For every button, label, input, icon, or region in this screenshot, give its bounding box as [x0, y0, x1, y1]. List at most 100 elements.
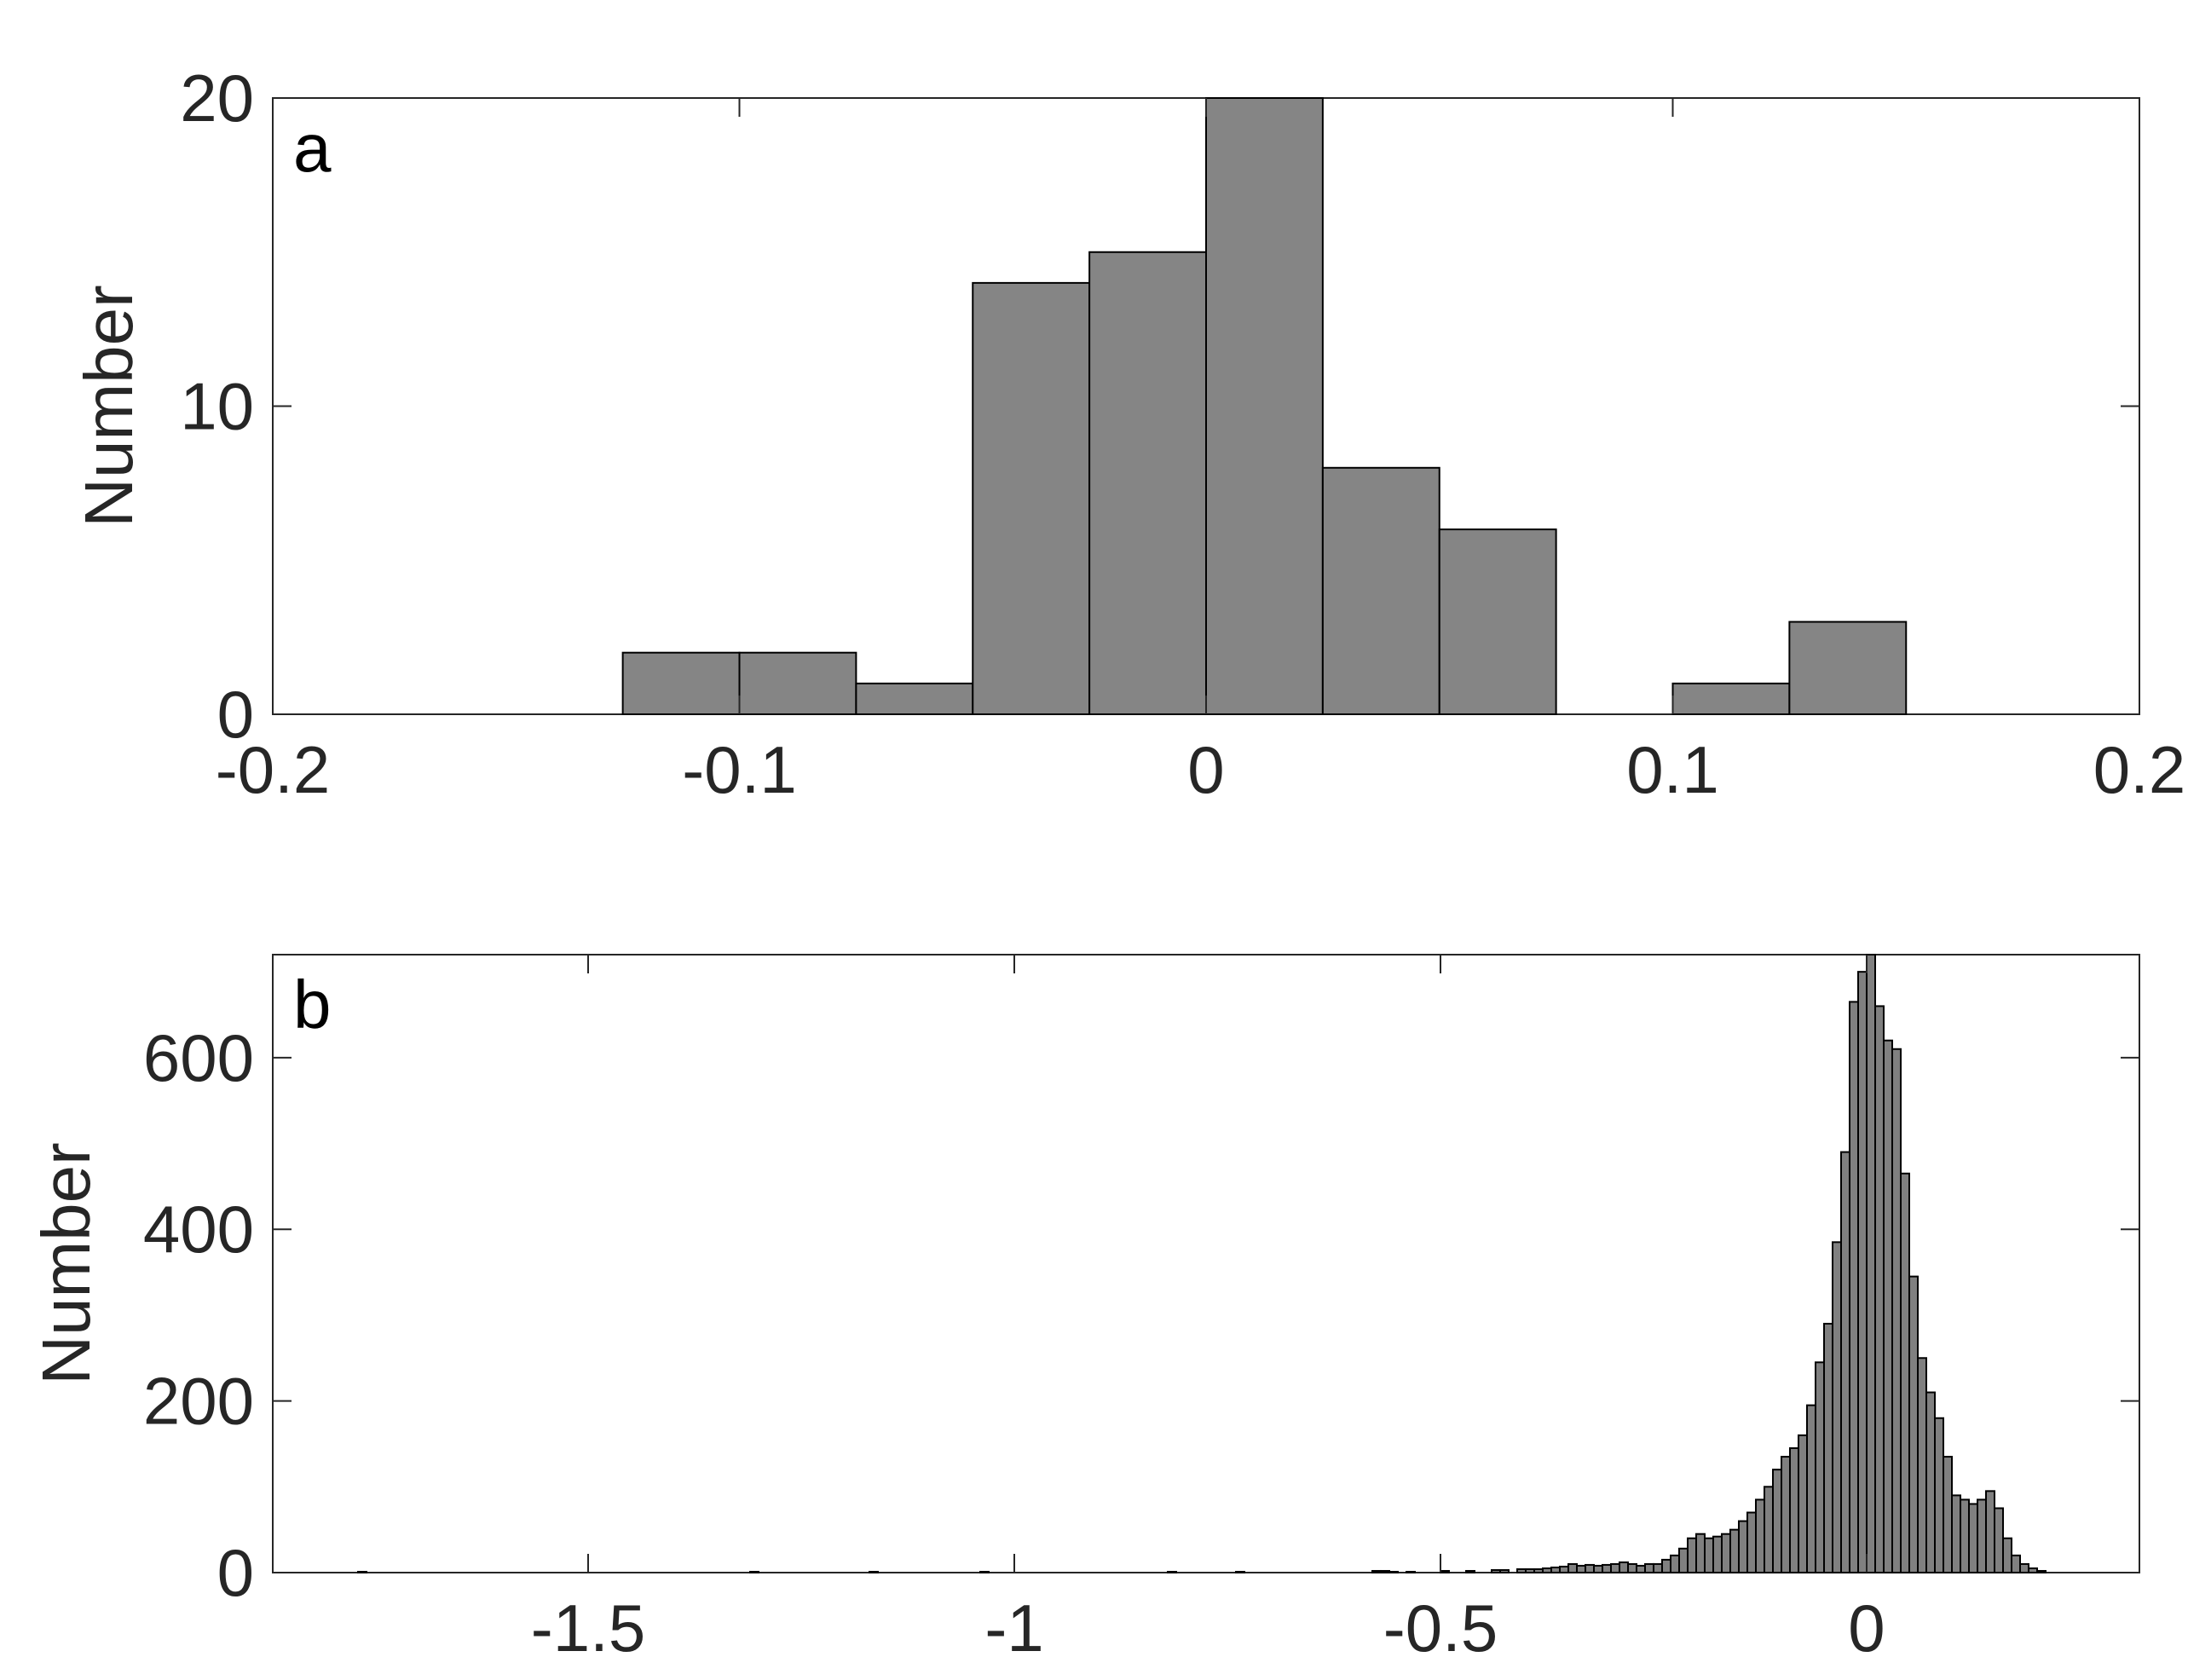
histogram-bar	[1789, 1446, 1799, 1573]
x-tick-label: 0.2	[2093, 732, 2185, 807]
y-tick-label: 400	[143, 1192, 254, 1267]
histogram-bar	[1167, 1570, 1177, 1573]
histogram-bar	[1908, 1275, 1919, 1573]
histogram-bar	[1567, 1562, 1578, 1573]
histogram-bar	[1371, 1569, 1382, 1573]
histogram-bar	[1235, 1570, 1245, 1573]
histogram-bar	[1491, 1568, 1501, 1573]
histogram-bar	[1585, 1563, 1595, 1573]
panel-a-ticks: -0.2 -0.1 0 0.1 0.2 0 10 20	[180, 61, 2185, 807]
histogram-bar	[1653, 1562, 1663, 1573]
histogram-bar	[1533, 1567, 1544, 1573]
histogram-bar	[1721, 1533, 1731, 1573]
histogram-bar	[1593, 1564, 1603, 1574]
histogram-bar	[1985, 1490, 1995, 1574]
panel-b-y-axis-label: Number	[28, 1142, 104, 1385]
histogram-bar	[2002, 1537, 2012, 1573]
panel-b-ticks: -1.5 -1 -0.5 0 0 200 400 600	[143, 955, 2139, 1666]
histogram-bar	[1772, 1469, 1782, 1573]
histogram-bar	[1499, 1568, 1510, 1573]
histogram-bar	[2036, 1569, 2047, 1573]
x-tick-label: 0	[1187, 732, 1224, 807]
histogram-bar	[1388, 1570, 1399, 1573]
histogram-bar	[1883, 1039, 1893, 1573]
histogram-bar	[972, 281, 1091, 715]
histogram-bar	[1704, 1537, 1714, 1573]
y-tick-label: 20	[180, 61, 254, 136]
histogram-bar	[855, 682, 974, 715]
panel-b-label: b	[293, 967, 332, 1042]
panel-b-histogram: -1.5 -1 -0.5 0 0 200 400 600 b Number	[28, 954, 2140, 1666]
panel-a-bars	[621, 97, 1908, 716]
histogram-bar	[869, 1570, 879, 1573]
histogram-bar	[2011, 1554, 2021, 1573]
histogram-bar	[979, 1570, 990, 1573]
histogram-bar	[1917, 1357, 1927, 1574]
histogram-bar	[1525, 1567, 1535, 1573]
histogram-bar	[1088, 251, 1207, 715]
histogram-bar	[1934, 1417, 1944, 1573]
histogram-bar	[621, 651, 741, 716]
histogram-bar	[1321, 466, 1440, 715]
histogram-bar	[1755, 1498, 1765, 1573]
y-tick-label: 0	[217, 677, 254, 752]
histogram-bar	[1900, 1172, 1910, 1574]
panel-b-plot-frame	[272, 954, 2140, 1573]
histogram-bar	[1619, 1561, 1629, 1573]
histogram-bar	[1815, 1361, 1825, 1573]
histogram-bar	[1636, 1564, 1646, 1574]
histogram-bar	[1968, 1503, 1978, 1574]
panel-a-y-axis-label: Number	[71, 285, 147, 528]
histogram-bar	[1857, 971, 1868, 1573]
histogram-bar	[1840, 1151, 1850, 1573]
x-tick-label: 0.1	[1626, 732, 1718, 807]
histogram-bar	[2019, 1562, 2029, 1573]
histogram-bar	[1806, 1404, 1816, 1574]
y-tick-label: 200	[143, 1364, 254, 1439]
histogram-bar	[1781, 1456, 1791, 1573]
histogram-bar	[1627, 1562, 1637, 1573]
histogram-bar	[1516, 1567, 1527, 1573]
histogram-bar	[1738, 1520, 1748, 1574]
histogram-bar	[1891, 1048, 1902, 1573]
histogram-bar	[1671, 682, 1791, 715]
histogram-bar	[1729, 1528, 1740, 1574]
histogram-bar	[1687, 1537, 1697, 1573]
histogram-bar	[1943, 1456, 1953, 1573]
histogram-bar	[1678, 1547, 1689, 1573]
histogram-bar	[1925, 1391, 1936, 1573]
histogram-bar	[1977, 1498, 1987, 1573]
histogram-bar	[1798, 1434, 1808, 1574]
x-tick-label: -0.1	[682, 732, 796, 807]
histogram-bar	[1559, 1565, 1569, 1574]
x-tick-label: 0	[1848, 1591, 1885, 1666]
histogram-bar	[1764, 1486, 1774, 1573]
x-tick-label: -0.5	[1383, 1591, 1498, 1666]
histogram-bar	[1380, 1569, 1390, 1573]
histogram-bar	[1438, 528, 1557, 715]
histogram-bar	[1465, 1569, 1475, 1573]
histogram-bar	[1832, 1241, 1842, 1574]
histogram-bar	[1951, 1494, 1961, 1573]
histogram-bar	[1440, 1569, 1450, 1573]
histogram-bar	[1994, 1507, 2004, 1573]
histogram-bar	[738, 651, 857, 716]
y-tick-label: 10	[180, 369, 254, 444]
histogram-bar	[1576, 1564, 1586, 1574]
panel-a-histogram: -0.2 -0.1 0 0.1 0.2 0 10 20 a Number	[71, 61, 2185, 807]
histogram-bar	[1866, 954, 1876, 1573]
histogram-bar	[1788, 621, 1908, 715]
histogram-bar	[1602, 1563, 1612, 1573]
histogram-bar	[1661, 1558, 1671, 1574]
y-tick-label: 0	[217, 1535, 254, 1610]
histogram-bar	[2028, 1567, 2038, 1574]
histogram-bar	[1695, 1533, 1706, 1573]
histogram-bar	[1205, 97, 1324, 715]
histogram-bar	[1644, 1562, 1654, 1573]
histogram-bar	[1610, 1562, 1620, 1573]
histogram-bar	[357, 1570, 367, 1573]
histogram-bar	[1670, 1554, 1680, 1573]
histogram-bar	[1712, 1535, 1723, 1574]
histogram-bar	[1550, 1566, 1561, 1574]
